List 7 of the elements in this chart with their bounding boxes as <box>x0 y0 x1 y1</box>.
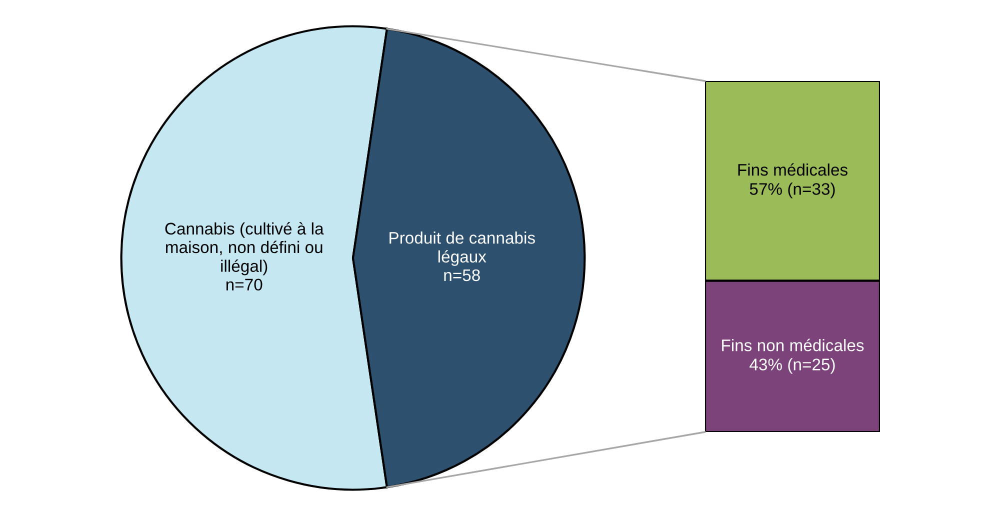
series-label: Fins médicales <box>738 163 848 176</box>
series-label: Fins non médicales <box>722 338 864 352</box>
data-label: n=58 <box>444 269 480 282</box>
slice-label: Cannabis (cultivé à la maison, non défini ou illégal) <box>165 222 324 276</box>
data-label: 43% (n=25) <box>750 358 835 374</box>
data-label: 57% (n=33) <box>750 182 835 198</box>
data-label: n=70 <box>226 278 262 291</box>
